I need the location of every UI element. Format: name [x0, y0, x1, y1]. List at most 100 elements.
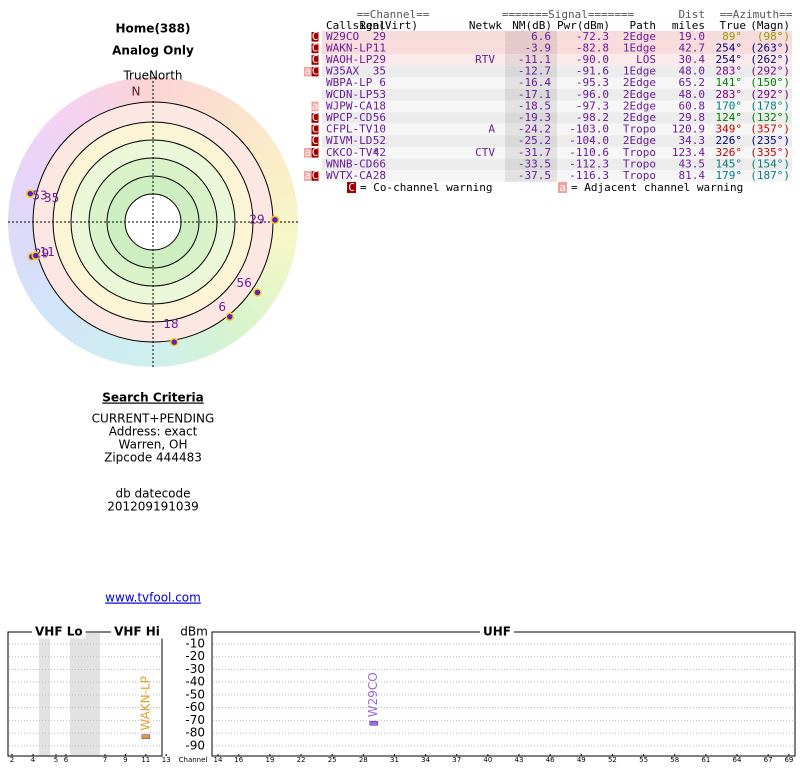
- cell: 179°: [716, 169, 743, 182]
- x-tick-label: 14: [214, 756, 223, 764]
- row-bg: [322, 77, 792, 89]
- x-tick-label: 64: [733, 756, 742, 764]
- search-heading: Search Criteria: [102, 391, 203, 405]
- cell: -110.6: [569, 146, 609, 159]
- spectrum-frame: [7, 631, 796, 757]
- x-tick-label: 34: [421, 756, 430, 764]
- cell: CTV: [475, 146, 495, 159]
- row-bg: [322, 158, 792, 171]
- x-tick-label: 67: [764, 756, 773, 764]
- row-bg: [322, 123, 792, 136]
- flag-box: [304, 148, 311, 158]
- row-bg: [322, 42, 792, 55]
- x-tick-label: 11: [141, 756, 150, 764]
- nm-column-bg: [505, 135, 557, 147]
- cell: W29CO: [326, 30, 359, 43]
- flag-box: [311, 32, 319, 42]
- x-tick-label: 4: [31, 756, 36, 764]
- cell: 34.3: [679, 134, 706, 147]
- cell: -72.3: [576, 30, 609, 43]
- nm-column-bg: [505, 42, 557, 55]
- legend-flag: a: [559, 181, 566, 194]
- cell: WBPA-LP: [326, 76, 373, 89]
- nm-column-bg: [505, 54, 557, 66]
- cell: -91.6: [576, 65, 609, 78]
- cell: -97.3: [576, 99, 609, 112]
- flag-box: [304, 66, 311, 77]
- x-tick-label: 55: [639, 756, 648, 764]
- y-tick-label: -20: [185, 649, 205, 663]
- cell: -104.0: [569, 134, 609, 147]
- column-header: (Magn): [750, 19, 790, 32]
- flag-box: [311, 66, 319, 77]
- cell: -112.3: [569, 157, 609, 170]
- station-label: 11: [40, 245, 55, 259]
- flag: C: [312, 30, 319, 43]
- nm-column-bg: [505, 89, 557, 101]
- cell: 52: [373, 134, 386, 147]
- cell: 10: [373, 123, 386, 136]
- y-axis-label: dBm: [180, 625, 208, 639]
- x-axis-label: Channel: [179, 756, 208, 764]
- cell: 60.8: [679, 99, 706, 112]
- column-header: Pwr(dBm): [557, 19, 610, 32]
- column-header: Callsign: [326, 19, 379, 32]
- x-tick-label: 43: [515, 756, 524, 764]
- cell: 2Edge: [623, 88, 656, 101]
- cell: 2Edge: [623, 99, 656, 112]
- spectrum-chart: VHF Lo VHF Hi UHF dBm Channel -10-20-30-40-50…: [9, 624, 794, 764]
- cell: 1Edge: [623, 41, 656, 54]
- row-bg: [322, 31, 792, 43]
- x-tick-label: 16: [234, 756, 243, 764]
- cell: -33.5: [518, 157, 551, 170]
- nm-column-bg: [505, 123, 557, 136]
- cell: 81.4: [679, 169, 706, 182]
- cell: CKCO-TV*: [326, 146, 379, 159]
- band-label: VHF Hi: [114, 625, 160, 639]
- cell: RTV: [475, 53, 495, 66]
- x-tick-label: 46: [546, 756, 555, 764]
- column-header: miles: [672, 19, 705, 32]
- cell: 349°: [716, 123, 743, 136]
- cell: -17.1: [518, 88, 551, 101]
- cell: 6: [379, 76, 386, 89]
- flag: a: [304, 146, 311, 159]
- nm-column-bg: [505, 77, 557, 89]
- flag-box: [311, 124, 319, 135]
- cell: 66: [373, 157, 386, 170]
- cell: -24.2: [518, 123, 551, 136]
- cell: 18: [373, 99, 386, 112]
- x-tick-label: 9: [123, 756, 127, 764]
- y-tick-label: -90: [185, 738, 205, 752]
- cell: (335°): [750, 146, 790, 159]
- datecode-label: db datecode: [115, 487, 190, 501]
- cell: WAKN-LP: [326, 41, 373, 54]
- cell: 2Edge: [623, 76, 656, 89]
- cell: 65.2: [679, 76, 706, 89]
- flag: a: [312, 99, 319, 112]
- station-label: 53: [32, 188, 47, 202]
- nm-column-bg: [505, 31, 557, 43]
- station-marker: [169, 337, 179, 347]
- flag: a: [304, 169, 311, 182]
- cell: 89°: [722, 30, 742, 43]
- x-tick-label: 5: [54, 756, 58, 764]
- cell: Tropo: [623, 157, 656, 170]
- link[interactable]: www.tvfool.com: [105, 591, 201, 605]
- station-label: 29: [249, 213, 264, 227]
- cell: -31.7: [518, 146, 551, 159]
- flag: C: [312, 65, 319, 78]
- y-tick-label: -30: [185, 662, 205, 676]
- cell: 42: [373, 146, 386, 159]
- x-tick-label: 52: [608, 756, 617, 764]
- cell: (263°): [750, 41, 790, 54]
- cell: 11: [373, 41, 386, 54]
- column-header: NM(dB): [512, 19, 552, 32]
- bar: [369, 721, 378, 726]
- band-label-bg: [32, 624, 86, 639]
- bar-label: W29CO: [366, 672, 380, 717]
- nm-column-bg: [505, 65, 557, 78]
